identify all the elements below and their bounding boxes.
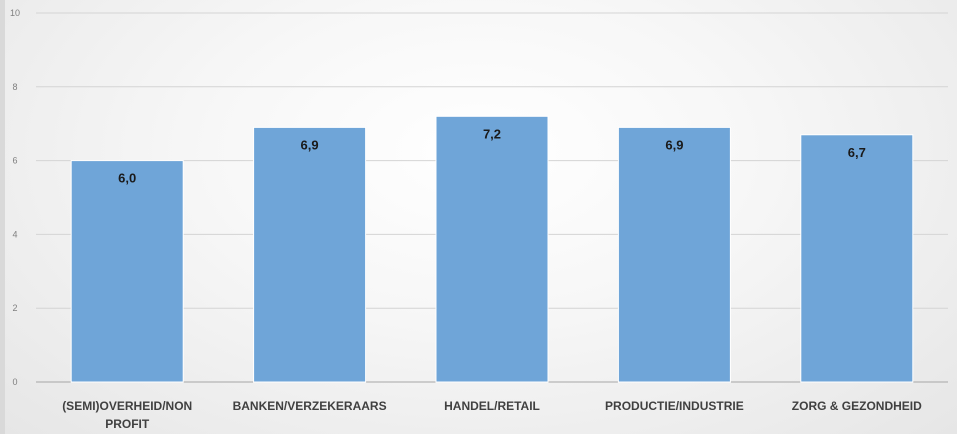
- y-tick-label-0: 0: [12, 377, 17, 387]
- y-tick-label-2: 2: [12, 303, 17, 313]
- data-label-1: 6,0: [118, 171, 136, 186]
- y-tick-label-8: 8: [12, 82, 17, 92]
- bar-5: [800, 134, 914, 383]
- y-tick-label-4: 4: [12, 229, 17, 239]
- y-tick-label-10: 10: [10, 8, 20, 18]
- bar-1: [70, 160, 184, 383]
- data-label-4: 6,9: [665, 137, 683, 152]
- category-label-1-line-2: PROFIT: [105, 417, 150, 431]
- data-label-5: 6,7: [848, 145, 866, 160]
- category-label-1-line-1: (SEMI)OVERHEID/NON: [62, 399, 192, 413]
- data-label-3: 7,2: [483, 126, 501, 141]
- category-label-4: PRODUCTIE/INDUSTRIE: [605, 399, 744, 413]
- category-label-5: ZORG & GEZONDHEID: [792, 399, 922, 413]
- bar-2: [253, 126, 367, 383]
- y-tick-label-6: 6: [12, 156, 17, 166]
- bar-4: [617, 126, 731, 383]
- chart-left-edge: [0, 0, 5, 434]
- data-label-2: 6,9: [301, 137, 319, 152]
- bar-3: [435, 115, 549, 383]
- category-label-2: BANKEN/VERZEKERAARS: [233, 399, 387, 413]
- category-label-3: HANDEL/RETAIL: [444, 399, 540, 413]
